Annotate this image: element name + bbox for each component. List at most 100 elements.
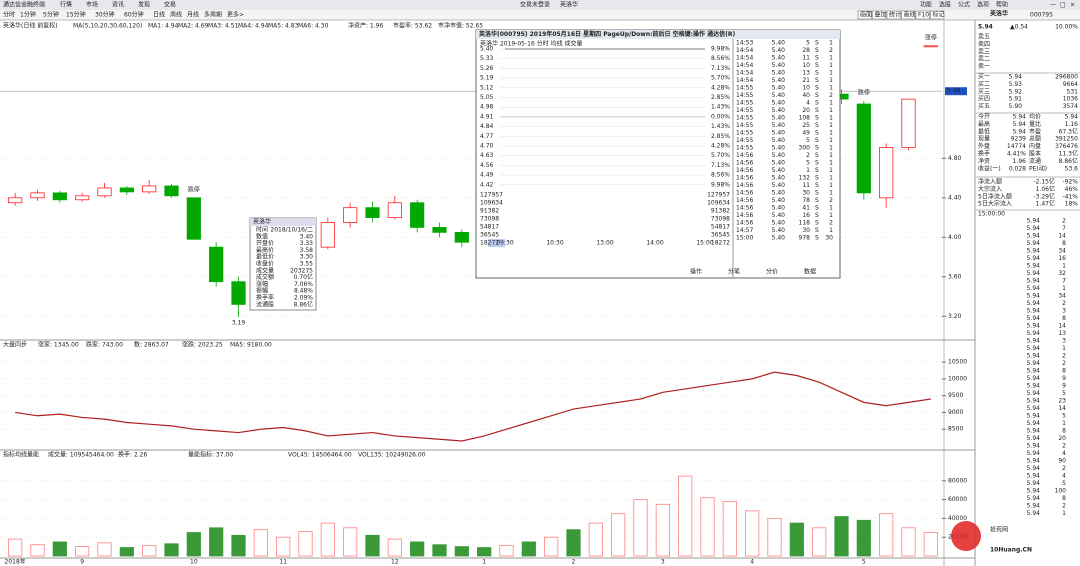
tool-button[interactable] [915,10,930,20]
period-tab[interactable]: 周线 [170,11,182,19]
price-change: ▲0.54 [1010,24,1028,31]
window-buttons[interactable]: — □ × [1050,2,1075,9]
tick-side: S [815,152,819,159]
flow-pct: 18% [1065,201,1079,208]
tick-volume: 30 [802,190,810,197]
popup-tab[interactable]: 操作 [690,268,702,276]
trade-price: 5.94 [1027,510,1041,517]
period-tab[interactable]: 1分钟 [20,11,36,19]
popup-pct-label: 1.43% [711,123,730,130]
tick-count: 2 [829,197,833,204]
volume-bar [387,538,402,557]
trade-price: 5.94 [1027,495,1041,502]
tick-volume: 132 [799,175,811,182]
stat-key: PE(动) [1029,165,1047,172]
flow-key: 5日大宗流入 [978,200,1012,208]
cursor-label-bg [945,87,967,96]
popup-price-label: 5.33 [480,55,494,62]
period-tab[interactable]: 15分钟 [66,11,86,19]
minimize[interactable]: — [1050,2,1056,9]
menu-item[interactable]: 帮助 [996,1,1008,9]
menu-item[interactable]: 公式 [958,1,970,9]
period-tab[interactable]: 多周期 [204,11,222,19]
trade-price: 5.94 [1027,375,1041,382]
tick-volume: 16 [802,212,810,219]
tool-label[interactable]: 统计 [889,11,901,19]
menu-item[interactable]: 资讯 [112,1,124,9]
tick-price: 5.40 [772,175,786,182]
x-tick-label: 10 [190,559,198,566]
stat-key: 现量 [978,136,990,143]
period-tab[interactable]: 月线 [187,11,199,19]
x-tick-label: 2 [572,559,576,566]
stat-key: 最低 [978,127,990,135]
tooltip-key: 最高价 [256,246,274,254]
flow-pct: -41% [1062,193,1078,200]
menu-item[interactable]: 行情 [60,1,72,9]
popup-tab[interactable]: 分价 [766,268,778,276]
popup-tab[interactable]: 分笔 [728,268,740,276]
trade-volume: 7 [1062,225,1066,232]
menu-item[interactable]: 选股 [939,1,951,9]
period-tab[interactable]: 60分钟 [124,11,144,19]
menu-item[interactable]: 功能 [920,1,932,9]
volume-bar [700,497,715,557]
candle-body [30,192,45,199]
tool-button[interactable] [886,10,901,20]
menu-item[interactable]: 发现 [138,1,150,9]
tick-side: S [815,167,819,174]
popup-pct-label: 5.70% [711,152,730,159]
tool-label[interactable]: F10 [918,12,929,19]
bid-label: 买四 [978,95,990,103]
candle-body [432,227,447,233]
y-tick-label: 4.40 [948,194,962,201]
tick-time: 14:56 [736,175,753,182]
maximize[interactable]: □ [1060,2,1066,9]
tool-button[interactable] [857,10,872,20]
tick-time: 14:56 [736,190,753,197]
tick-side: S [815,175,819,182]
tooltip-head [250,218,316,226]
tick-time: 15:00 [736,235,753,242]
tick-time: 14:55 [736,137,753,144]
tick-time: 14:54 [736,77,753,84]
menu-item[interactable]: 选项 [977,1,989,9]
tool-label[interactable]: 标记 [933,11,945,19]
trade-volume: 1 [1062,510,1066,517]
popup-time-label: 14:00 [646,240,663,247]
stat-value: 67.3亿 [1059,127,1078,135]
bid-label: 买三 [978,87,990,95]
volume-bar [834,516,849,557]
tool-button[interactable] [930,10,945,20]
tool-button[interactable] [901,10,916,20]
last-price: 5.94 [978,24,993,31]
close[interactable]: × [1070,2,1075,9]
tick-time: 14:56 [736,152,753,159]
tool-label[interactable]: 叠加 [875,11,887,19]
period-tab[interactable]: 更多> [227,11,244,19]
tool-label[interactable]: 画面 [860,12,872,19]
tick-side: S [815,107,819,114]
period-tab[interactable]: 30分钟 [95,11,115,19]
tick-volume: 25 [802,122,810,129]
tick-count: 1 [829,70,833,77]
popup-tab[interactable]: 数据 [804,268,816,276]
popup-price-label: 5.40 [480,46,494,53]
tool-label[interactable]: 画线 [904,11,916,19]
stat-value: 9239 [1011,136,1026,143]
candle-body [164,185,179,197]
tool-button[interactable] [872,10,887,20]
period-tab[interactable]: 分时 [3,11,15,19]
tooltip-key: 收盘价 [256,260,274,268]
menu-item[interactable]: 市场 [86,1,98,9]
trade-price: 5.94 [1027,413,1041,420]
tick-price: 5.40 [772,167,786,174]
popup-vol-label: 36545 [711,232,730,239]
tick-price: 5.40 [772,62,786,69]
period-tab[interactable]: 日线 [153,11,165,19]
legend-item: 涨家: 1345.00 [38,341,79,349]
period-tab[interactable]: 5分钟 [43,11,59,19]
menu-item[interactable]: 交易 [164,1,176,9]
x-tick-label: 3 [661,559,665,566]
volume-bar [52,541,67,557]
